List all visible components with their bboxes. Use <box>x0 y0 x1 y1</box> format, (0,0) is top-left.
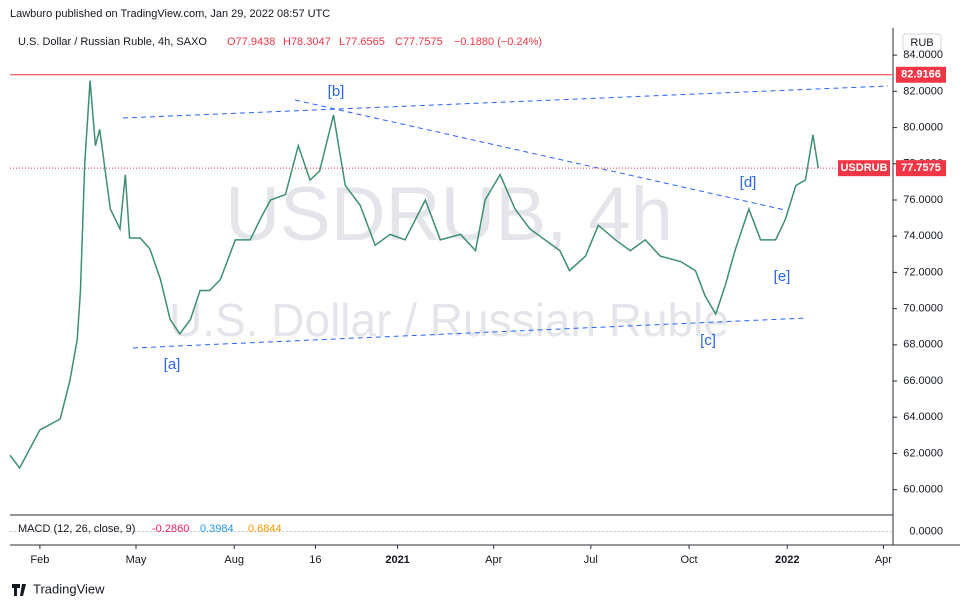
y-tick-label: 64.0000 <box>903 411 943 423</box>
logo <box>12 584 26 596</box>
y-tick-label: 76.0000 <box>903 194 943 206</box>
x-tick-label: May <box>126 554 147 566</box>
macd-value: -0.2860 <box>152 523 189 535</box>
trend-line <box>294 99 786 211</box>
level-box <box>896 66 946 83</box>
x-tick-label: Aug <box>224 554 244 566</box>
symbol-box <box>838 160 890 177</box>
level-label: 82.9166 <box>901 69 941 81</box>
wave-label: [e] <box>774 268 791 285</box>
x-tick-label: Feb <box>30 554 49 566</box>
y-tick-label: 62.0000 <box>903 447 943 459</box>
macd-tick-label: 0.0000 <box>909 525 943 537</box>
macd-legend: MACD (12, 26, close, 9) <box>18 523 135 535</box>
watermark-name: U.S. Dollar / Russian Ruble <box>169 294 729 346</box>
x-tick-label: Apr <box>485 554 502 566</box>
footer: TradingView <box>33 581 105 596</box>
y-tick-label: 68.0000 <box>903 339 943 351</box>
last-price-box <box>896 160 946 177</box>
y-tick-label: 66.0000 <box>903 375 943 387</box>
ohlc: H78.3047 <box>283 36 331 48</box>
y-tick-label: 74.0000 <box>903 230 943 242</box>
y-tick-label: 70.0000 <box>903 303 943 315</box>
wave-label: [b] <box>328 83 345 100</box>
x-tick-label: Jul <box>584 554 598 566</box>
publisher: Lawburo published on TradingView.com, Ja… <box>10 8 330 20</box>
macd-value: 0.3984 <box>200 523 234 535</box>
y-tick-label: 84.0000 <box>903 49 943 61</box>
y-tick-label: 80.0000 <box>903 121 943 133</box>
x-tick-label: 2022 <box>775 554 799 566</box>
panes <box>10 28 960 546</box>
ohlc: −0.1880 (−0.24%) <box>454 36 542 48</box>
price-line <box>9 80 820 470</box>
watermark-symbol: USDRUB, 4h <box>225 172 673 257</box>
y-tick-label: 60.0000 <box>903 484 943 496</box>
symbol-label: USDRUB <box>840 162 887 174</box>
currency[interactable]: RUB <box>910 37 933 49</box>
wave-label: [d] <box>740 174 757 191</box>
ohlc: O77.9438 <box>227 36 275 48</box>
wave-label: [c] <box>700 332 716 349</box>
y-tick-label: 82.0000 <box>903 85 943 97</box>
macd-value: 0.6844 <box>248 523 282 535</box>
last-price-label: 77.7575 <box>901 162 941 174</box>
currency-button[interactable] <box>902 33 942 52</box>
trend-line <box>122 85 889 119</box>
symbol: U.S. Dollar / Russian Ruble, 4h, SAXO <box>18 36 207 48</box>
ohlc: C77.7575 <box>395 36 443 48</box>
y-tick-label: 72.0000 <box>903 266 943 278</box>
wave-label: [a] <box>164 356 181 373</box>
ohlc: L77.6565 <box>339 36 385 48</box>
x-tick-label: Apr <box>875 554 892 566</box>
legend: U.S. Dollar / Russian Ruble, 4h, SAXO O7… <box>18 36 542 535</box>
trend-line <box>132 317 808 349</box>
x-tick-label: 2021 <box>385 554 409 566</box>
x-tick-label: 16 <box>309 554 321 566</box>
x-tick-label: Oct <box>681 554 698 566</box>
